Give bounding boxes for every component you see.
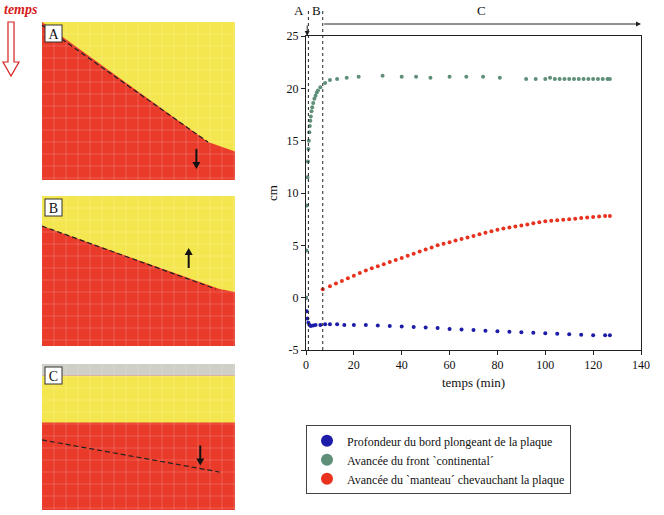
svg-text:temps (min): temps (min) bbox=[442, 375, 505, 390]
svg-text:25: 25 bbox=[287, 29, 299, 43]
svg-text:Profondeur du bord plongeant d: Profondeur du bord plongeant de la plaqu… bbox=[347, 435, 552, 449]
svg-text:B: B bbox=[49, 201, 58, 216]
svg-text:A: A bbox=[48, 27, 59, 42]
svg-text:100: 100 bbox=[536, 358, 554, 372]
svg-text:15: 15 bbox=[287, 134, 299, 148]
svg-text:A: A bbox=[294, 3, 304, 18]
svg-text:0: 0 bbox=[303, 358, 309, 372]
svg-text:20: 20 bbox=[348, 358, 360, 372]
svg-text:B: B bbox=[312, 3, 321, 18]
svg-text:Avancée du front `continental´: Avancée du front `continental´ bbox=[347, 454, 494, 468]
svg-text:0: 0 bbox=[293, 291, 299, 305]
svg-text:60: 60 bbox=[444, 358, 456, 372]
svg-text:140: 140 bbox=[632, 358, 650, 372]
svg-text:120: 120 bbox=[584, 358, 602, 372]
svg-text:40: 40 bbox=[396, 358, 408, 372]
svg-text:C: C bbox=[49, 369, 58, 384]
svg-text:cm: cm bbox=[265, 185, 280, 201]
svg-text:temps: temps bbox=[4, 2, 38, 17]
svg-text:C: C bbox=[477, 3, 486, 18]
svg-text:-5: -5 bbox=[289, 343, 299, 357]
svg-text:10: 10 bbox=[287, 186, 299, 200]
svg-text:20: 20 bbox=[287, 82, 299, 96]
svg-text:Avancée du `manteau´ chevaucha: Avancée du `manteau´ chevauchant la plaq… bbox=[347, 473, 564, 487]
svg-text:80: 80 bbox=[491, 358, 503, 372]
svg-text:5: 5 bbox=[293, 239, 299, 253]
